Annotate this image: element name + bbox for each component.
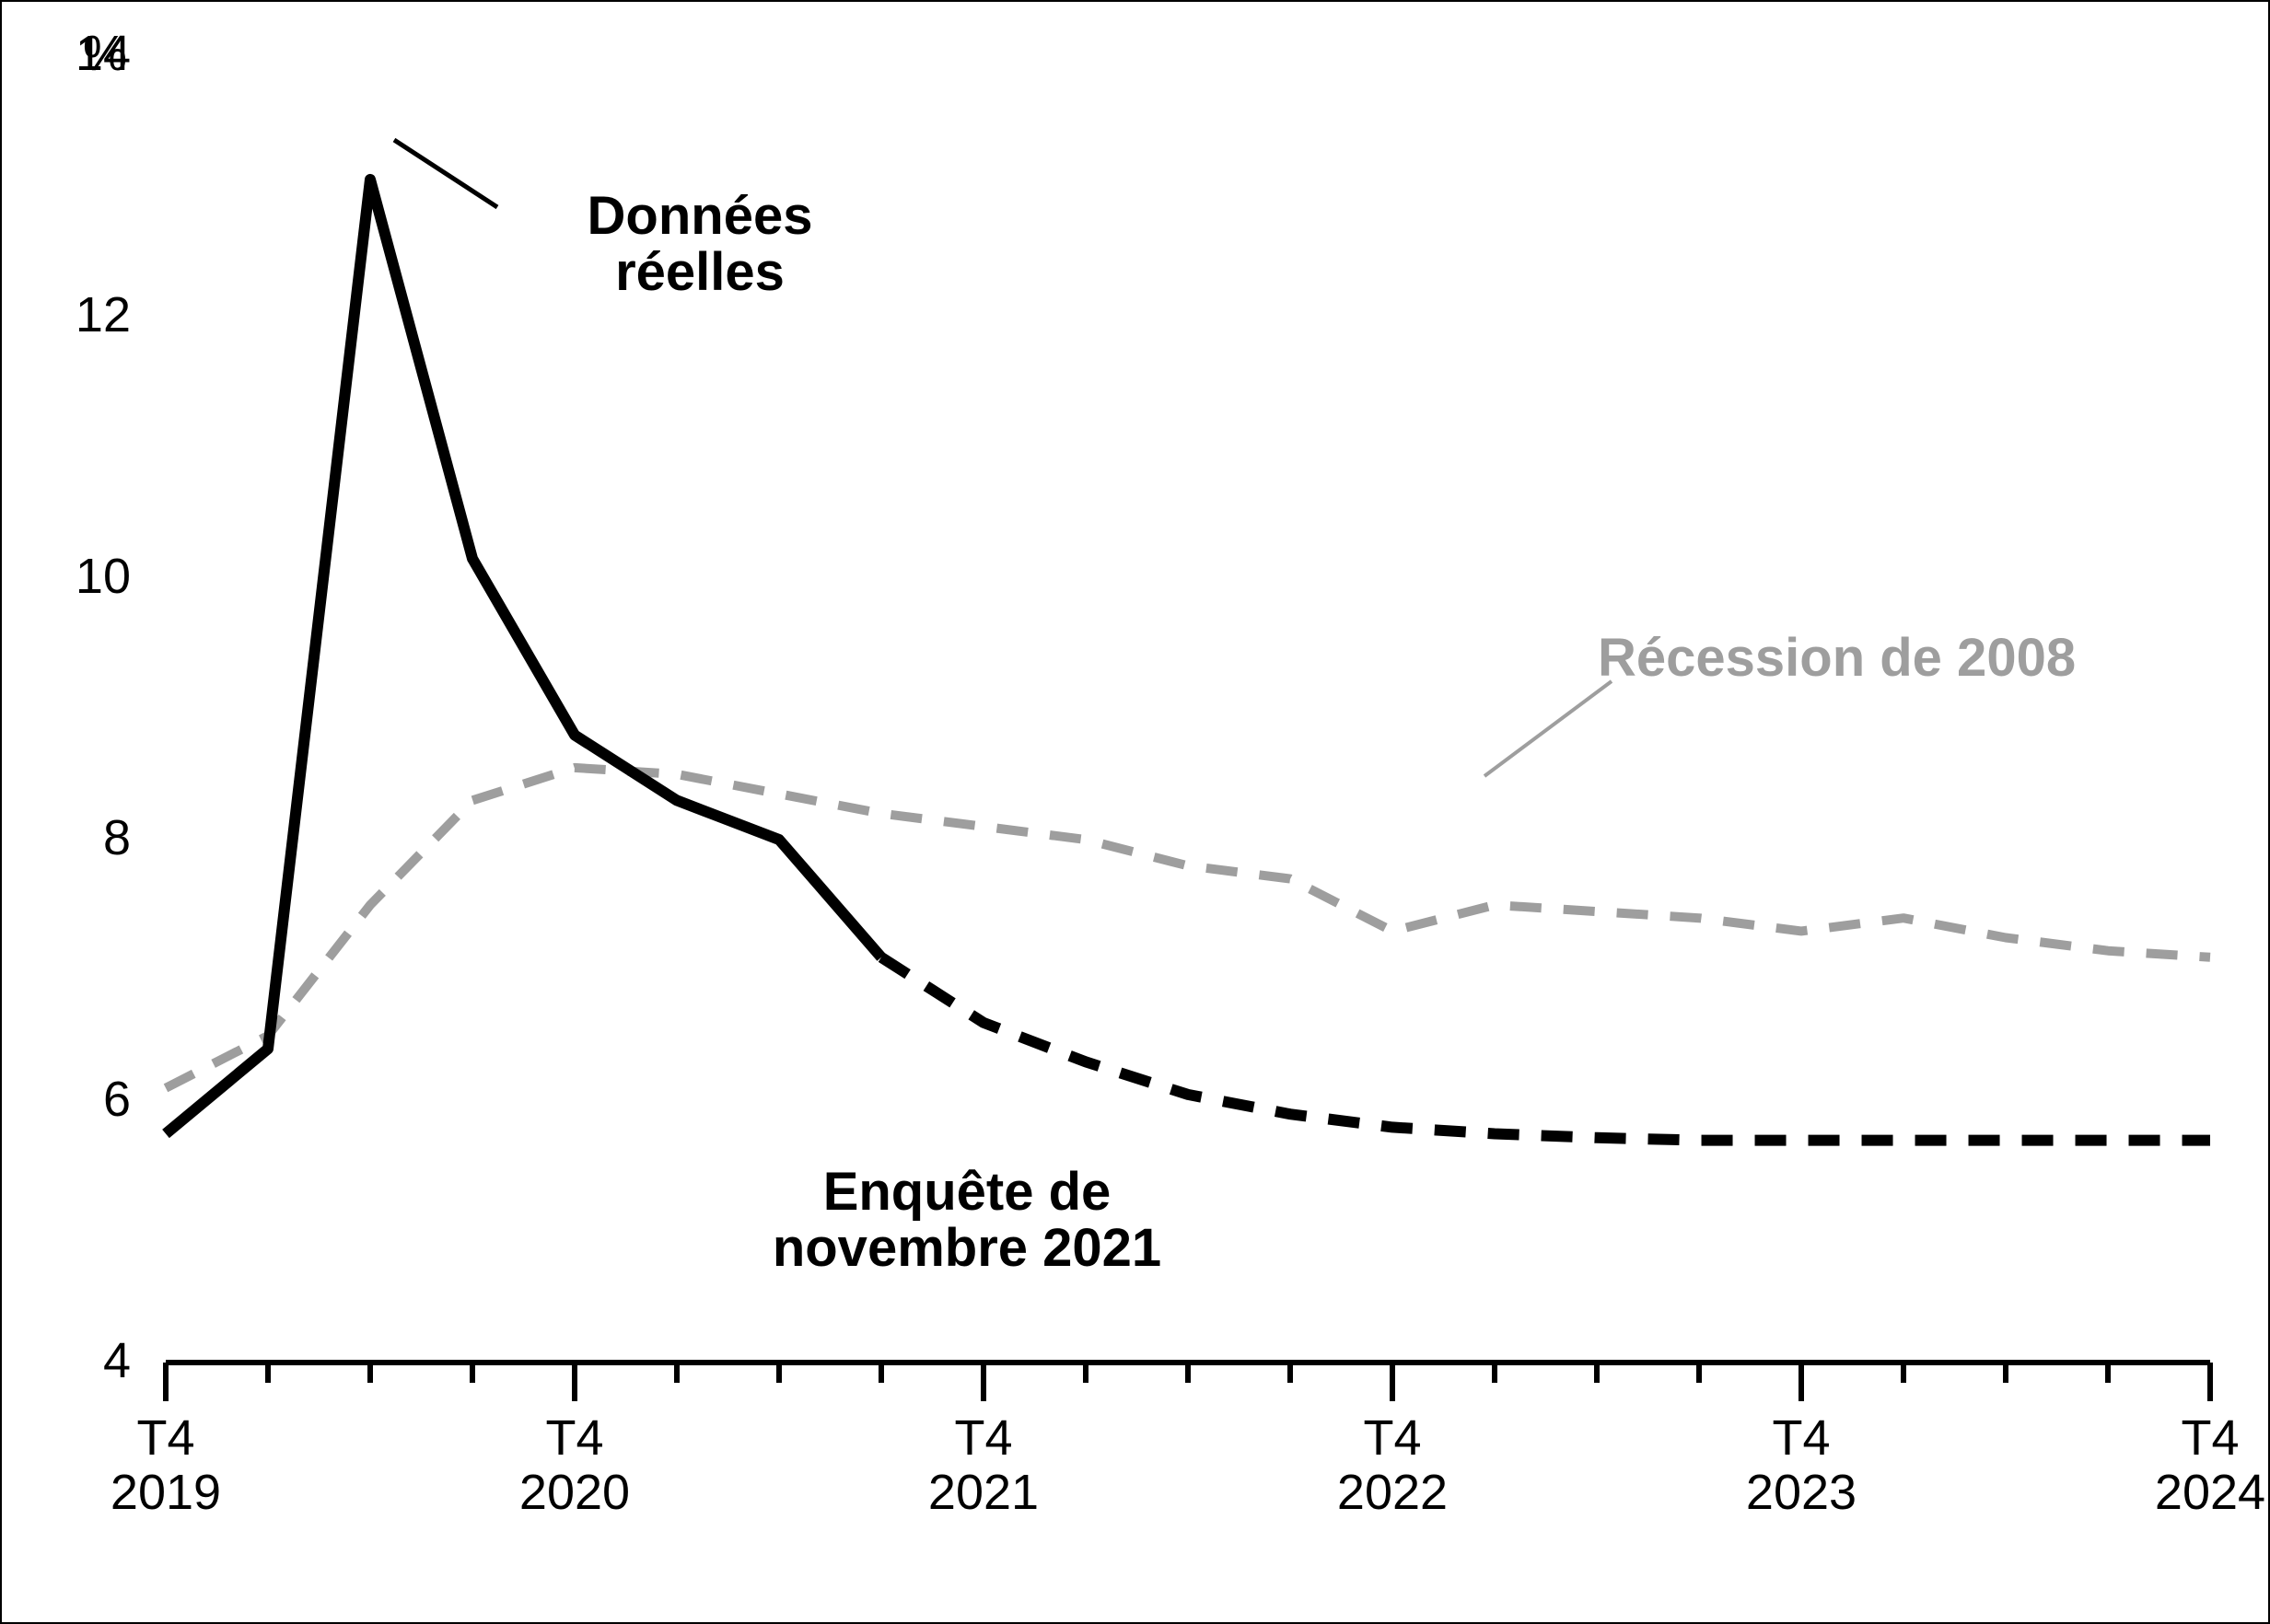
annotation-line: Enquête de: [691, 1165, 1243, 1221]
x-tick-label-line2: 2023: [1700, 1467, 1903, 1519]
x-tick-label-line2: 2021: [882, 1467, 1085, 1519]
chart-svg: [0, 0, 2270, 1624]
chart-container: % 4 6 8 10 12 14 T4 T4 T4 T4 T4 T4 2019 …: [0, 0, 2270, 1624]
x-tick-label-line1: T4: [1700, 1412, 1903, 1465]
series-nov2021: [881, 957, 2210, 1141]
annotation-line: Récession de 2008: [1598, 631, 2076, 687]
x-tick-label-line1: T4: [1291, 1412, 1494, 1465]
annotation-line: novembre 2021: [691, 1221, 1243, 1277]
y-tick-label: 14: [76, 28, 131, 80]
y-tick-label: 8: [103, 812, 131, 864]
annotation-line: Données: [424, 189, 976, 245]
series-actual: [166, 180, 881, 1134]
annotation-nov2021-label: Enquête de novembre 2021: [691, 1165, 1243, 1277]
x-tick-label-line1: T4: [64, 1412, 267, 1465]
x-tick-label-line2: 2020: [473, 1467, 676, 1519]
annotation-line: réelles: [424, 245, 976, 301]
annotation-actual-label: Données réelles: [424, 189, 976, 301]
x-tick-label-line1: T4: [473, 1412, 676, 1465]
x-tick-label-line2: 2022: [1291, 1467, 1494, 1519]
x-tick-label-line2: 2019: [64, 1467, 267, 1519]
x-tick-label-line2: 2024: [2109, 1467, 2270, 1519]
x-tick-label-line1: T4: [882, 1412, 1085, 1465]
y-tick-label: 6: [103, 1073, 131, 1126]
y-tick-label: 4: [103, 1335, 131, 1387]
y-tick-label: 12: [76, 289, 131, 342]
series-recession2008: [166, 768, 2210, 1088]
x-tick-label-line1: T4: [2109, 1412, 2270, 1465]
y-tick-label: 10: [76, 551, 131, 603]
annotation-recession-label: Récession de 2008: [1598, 631, 2076, 687]
